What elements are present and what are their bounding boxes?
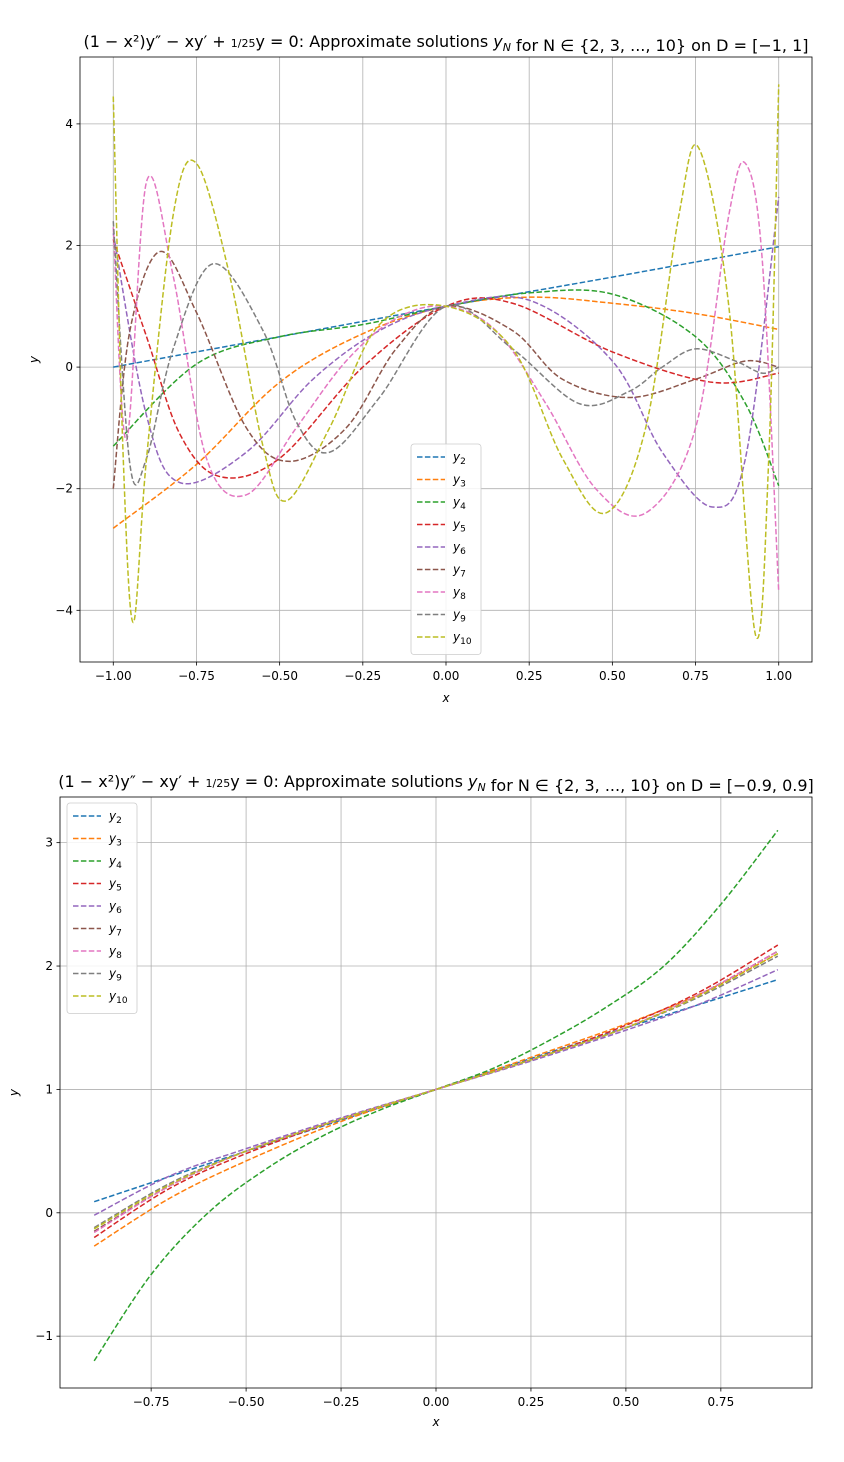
y-tick-label: 2 (45, 959, 53, 973)
legend-label-y5: y5 (108, 877, 122, 894)
axes-frame (59, 796, 813, 1389)
series-lines (112, 84, 780, 639)
legend-label-y10: y10 (108, 989, 128, 1006)
grid (60, 797, 812, 1388)
series-line-y3 (93, 953, 779, 1247)
series-lines (93, 829, 779, 1362)
chart-title: (1 − x²)y″ − xy′ + 1/25y = 0: Approximat… (83, 32, 808, 55)
legend-label-y2: y2 (452, 450, 466, 467)
y-tick-label: 4 (65, 117, 73, 131)
legend-label-y2: y2 (108, 809, 122, 826)
y-tick-label: −4 (55, 603, 73, 617)
y-tick-label: 2 (65, 238, 73, 252)
series-line-y9 (112, 221, 780, 486)
x-tick-label: −0.25 (323, 1395, 360, 1409)
grid (80, 57, 812, 662)
chart-1: −1.00 −0.75 −0.50 −0.25 0.00 0.25 0.50 0.75 1.00… (27, 32, 813, 705)
series-line-y6 (112, 196, 780, 508)
legend-box (410, 443, 482, 655)
x-tick-label: 0.00 (423, 1395, 450, 1409)
legend-label-y6: y6 (452, 540, 466, 557)
y-tick-label: 0 (45, 1206, 53, 1220)
legend-label-y7: y7 (108, 922, 122, 939)
x-axis-label: x (431, 1415, 440, 1429)
legend-label-y5: y5 (452, 518, 466, 535)
y-axis-label: y (27, 355, 41, 364)
x-axis-label: x (441, 691, 450, 705)
legend-label-y9: y9 (108, 967, 122, 984)
x-tick-label: −0.50 (261, 669, 298, 683)
legend-label-y3: y3 (452, 473, 466, 490)
x-tick-label: −0.75 (178, 669, 215, 683)
y-tick-label: 1 (45, 1082, 53, 1096)
legend: y2 y3 y4 y5 y6 y7 y8 y9 y10 (66, 802, 138, 1014)
legend-label-y10: y10 (452, 630, 472, 647)
series-line-y7 (112, 250, 779, 489)
x-tick-label: 0.25 (518, 1395, 545, 1409)
legend-label-y4: y4 (108, 854, 122, 871)
series-line-y10 (93, 953, 779, 1230)
legend-label-y7: y7 (452, 563, 466, 580)
axes-frame (79, 56, 813, 663)
y-tick-label: 0 (65, 360, 73, 374)
legend-label-y9: y9 (452, 608, 466, 625)
x-tick-label: 0.75 (707, 1395, 734, 1409)
series-line-y10 (112, 84, 780, 639)
legend-label-y8: y8 (452, 585, 466, 602)
legend-label-y8: y8 (108, 944, 122, 961)
x-tick-label: 0.00 (433, 669, 460, 683)
y-tick-label: −2 (55, 482, 73, 496)
x-tick-label: 1.00 (765, 669, 792, 683)
y-tick-label: −1 (35, 1329, 53, 1343)
x-tick-label: −0.25 (344, 669, 381, 683)
y-tick-label: 3 (45, 836, 53, 850)
x-tick-label: −1.00 (95, 669, 132, 683)
series-line-y4 (93, 829, 779, 1362)
x-tick-label: 0.50 (599, 669, 626, 683)
x-tick-label: 0.50 (613, 1395, 640, 1409)
legend-box (66, 802, 138, 1014)
x-tick-label: 0.25 (516, 669, 543, 683)
legend-label-y3: y3 (108, 832, 122, 849)
chart-title: (1 − x²)y″ − xy′ + 1/25y = 0: Approximat… (58, 772, 814, 795)
legend-label-y4: y4 (452, 495, 466, 512)
series-line-y8 (112, 161, 780, 593)
x-tick-label: −0.75 (133, 1395, 170, 1409)
series-line-y5 (112, 239, 779, 479)
legend-label-y6: y6 (108, 899, 122, 916)
x-tick-label: −0.50 (228, 1395, 265, 1409)
chart-2: −0.75 −0.50 −0.25 0.00 0.25 0.50 0.75 −1 0 1 2 3 (1 … (7, 772, 814, 1429)
x-tick-label: 0.75 (682, 669, 709, 683)
y-axis-label: y (7, 1088, 21, 1097)
legend: y2 y3 y4 y5 y6 y7 y8 y9 y10 (410, 443, 482, 655)
